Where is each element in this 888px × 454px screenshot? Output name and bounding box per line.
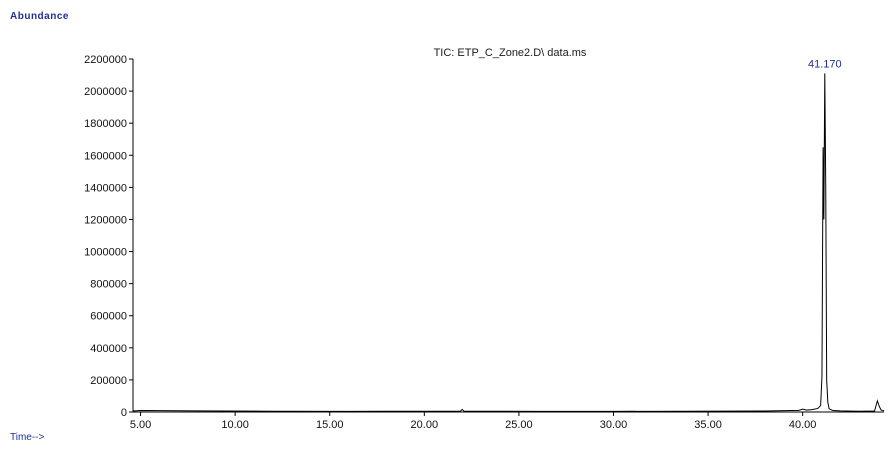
y-tick-label: 1400000 bbox=[84, 182, 127, 194]
peak-annotation: 41.170 bbox=[808, 58, 842, 70]
x-tick-label: 15.00 bbox=[316, 419, 344, 431]
x-tick-label: 35.00 bbox=[694, 419, 722, 431]
y-tick-label: 200000 bbox=[90, 375, 127, 387]
y-tick-label: 1800000 bbox=[84, 118, 127, 130]
x-axis: 5.00 10.00 15.00 20.00 25.00 30.00 35.00 40.00 bbox=[130, 412, 817, 431]
y-tick-label: 1000000 bbox=[84, 247, 127, 259]
x-tick-label: 5.00 bbox=[130, 419, 151, 431]
x-tick-label: 30.00 bbox=[600, 419, 628, 431]
y-axis: 0 200000 400000 600000 800000 1000000 1200000 1… bbox=[84, 54, 133, 419]
x-tick-label: 20.00 bbox=[411, 419, 439, 431]
y-axis-label: Abundance bbox=[10, 11, 69, 22]
y-tick-label: 2200000 bbox=[84, 54, 127, 66]
y-tick-label: 0 bbox=[121, 407, 127, 419]
axes-frame bbox=[132, 59, 884, 413]
x-tick-label: 25.00 bbox=[505, 419, 533, 431]
x-tick-label: 40.00 bbox=[789, 419, 817, 431]
y-tick-label: 400000 bbox=[90, 343, 127, 355]
tic-series-line bbox=[132, 73, 885, 412]
y-tick-label: 1200000 bbox=[84, 214, 127, 226]
chart-title: TIC: ETP_C_Zone2.D\ data.ms bbox=[434, 47, 587, 59]
x-tick-label: 10.00 bbox=[221, 419, 249, 431]
y-tick-label: 800000 bbox=[90, 279, 127, 291]
x-axis-label: Time--> bbox=[10, 432, 45, 443]
y-tick-label: 600000 bbox=[90, 311, 127, 323]
y-tick-label: 2000000 bbox=[84, 86, 127, 98]
y-tick-label: 1600000 bbox=[84, 150, 127, 162]
